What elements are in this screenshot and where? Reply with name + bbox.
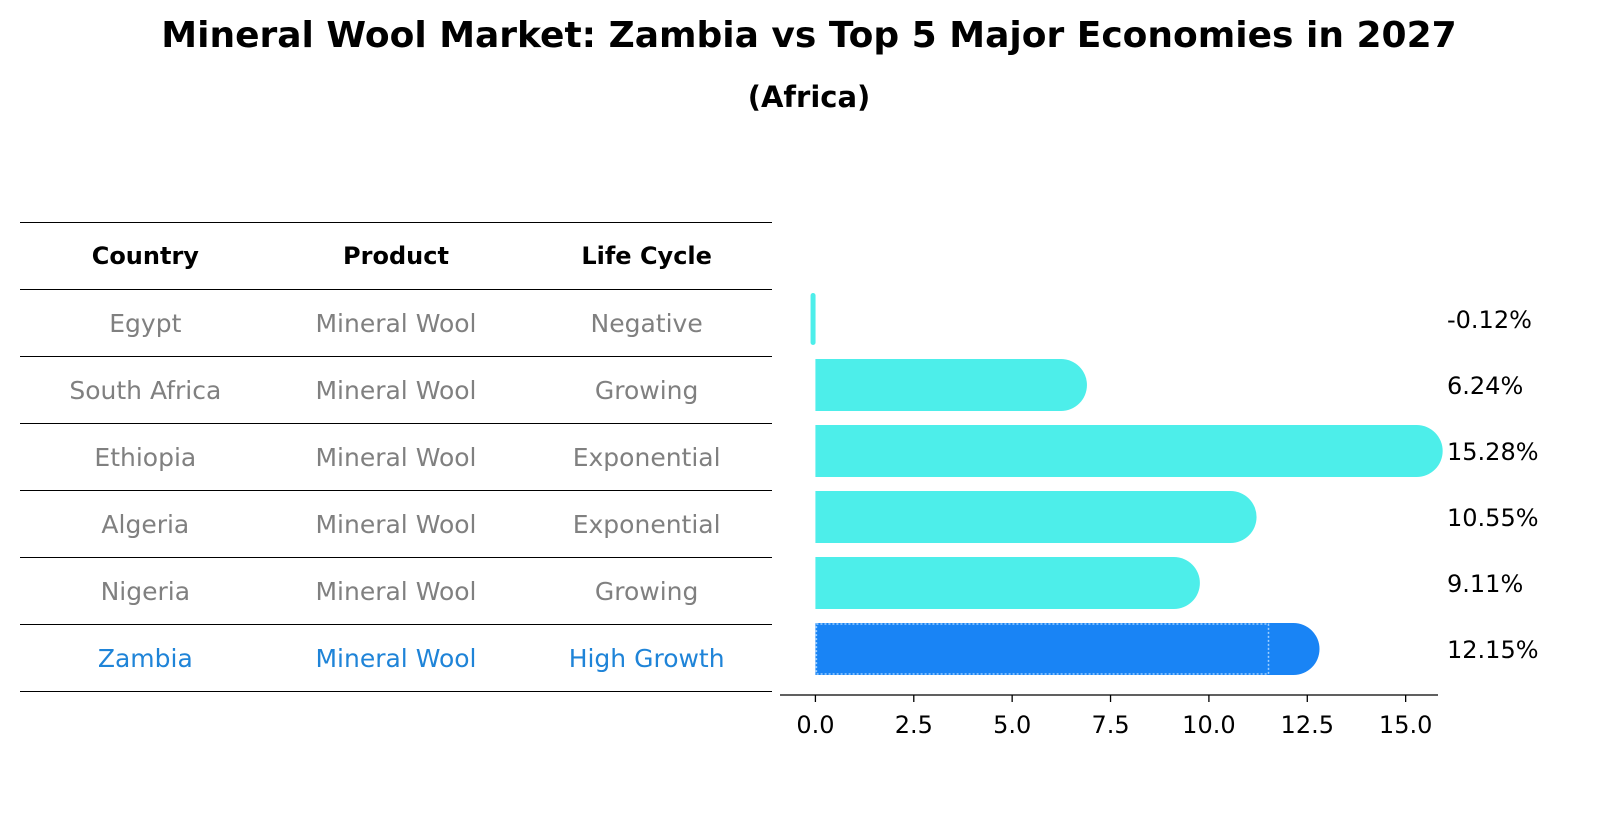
x-tick-label: 2.5 — [895, 711, 933, 739]
growth-bar-chart: -0.12% 6.24% 15.28% 10.55% 9.11% 12.15% 0.0 2.5… — [780, 293, 1539, 739]
header-product: Product — [343, 242, 449, 270]
life-cycle-cell: Growing — [594, 576, 699, 606]
x-tick-label: 10.0 — [1182, 711, 1235, 739]
country-cell: Ethiopia — [94, 442, 197, 472]
life-cycle-cell: High Growth — [568, 643, 725, 673]
x-tick-label: 0.0 — [796, 711, 834, 739]
bar-south-africa — [815, 359, 1087, 411]
life-cycle-cell: Growing — [594, 375, 699, 405]
table-row: Algeria Mineral Wool Exponential — [20, 490, 772, 557]
x-tick-label: 5.0 — [993, 711, 1031, 739]
table-row-highlighted: Zambia Mineral Wool High Growth — [20, 624, 772, 692]
life-cycle-cell: Exponential — [572, 509, 721, 539]
product-cell: Mineral Wool — [315, 308, 477, 338]
x-tick-label: 12.5 — [1281, 711, 1334, 739]
chart-title: Mineral Wool Market: Zambia vs Top 5 Maj… — [161, 15, 1457, 56]
value-label: 10.55% — [1447, 504, 1539, 532]
bar-nigeria — [815, 557, 1200, 609]
bar-highlight-outline — [815, 623, 1270, 675]
table-row: Ethiopia Mineral Wool Exponential — [20, 423, 772, 490]
product-cell: Mineral Wool — [315, 442, 477, 472]
x-tick-label: 15.0 — [1379, 711, 1432, 739]
country-cell: South Africa — [69, 375, 222, 405]
table-row: South Africa Mineral Wool Growing — [20, 356, 772, 423]
bar-egypt — [810, 293, 816, 345]
table-row: Egypt Mineral Wool Negative — [20, 289, 772, 356]
header-country: Country — [91, 242, 199, 270]
country-table: Country Product Life Cycle Egypt Mineral… — [20, 222, 772, 692]
country-cell: Egypt — [109, 308, 182, 338]
value-label: 15.28% — [1447, 438, 1539, 466]
life-cycle-cell: Negative — [590, 308, 703, 338]
table-row: Nigeria Mineral Wool Growing — [20, 557, 772, 624]
value-label: 12.15% — [1447, 636, 1539, 664]
value-label: 9.11% — [1447, 570, 1523, 598]
country-cell: Nigeria — [100, 576, 191, 606]
value-label: -0.12% — [1447, 306, 1532, 334]
value-label: 6.24% — [1447, 372, 1523, 400]
x-tick-label: 7.5 — [1091, 711, 1129, 739]
life-cycle-cell: Exponential — [572, 442, 721, 472]
product-cell: Mineral Wool — [315, 375, 477, 405]
country-cell: Zambia — [97, 643, 193, 673]
product-cell: Mineral Wool — [315, 576, 477, 606]
bar-ethiopia — [815, 425, 1443, 477]
table-header-row: Country Product Life Cycle — [20, 222, 772, 289]
bar-zambia — [815, 623, 1320, 675]
country-cell: Algeria — [101, 509, 190, 539]
product-cell: Mineral Wool — [315, 509, 477, 539]
bar-algeria — [815, 491, 1257, 543]
chart-subtitle: (Africa) — [747, 80, 871, 114]
header-life-cycle: Life Cycle — [581, 242, 712, 270]
product-cell: Mineral Wool — [315, 643, 477, 673]
